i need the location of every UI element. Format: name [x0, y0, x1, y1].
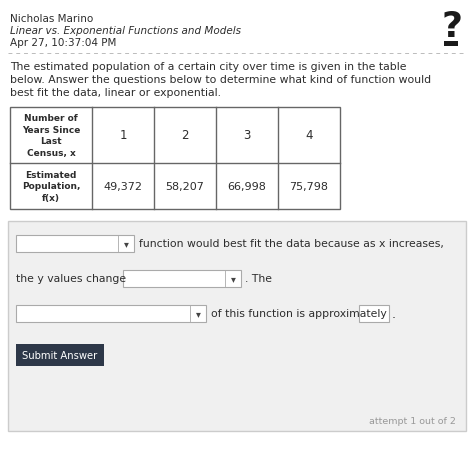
Text: . The: . The [245, 274, 272, 284]
Bar [16, 344, 104, 366]
Text: function would best fit the data because as x increases,: function would best fit the data because… [139, 239, 444, 249]
Bar [8, 221, 466, 431]
Text: below. Answer the questions below to determine what kind of function would: below. Answer the questions below to det… [10, 75, 431, 85]
Text: Nicholas Marino: Nicholas Marino [10, 14, 93, 24]
Text: 4: 4 [305, 129, 313, 142]
Text: attempt 1 out of 2: attempt 1 out of 2 [369, 417, 456, 425]
Text: 1: 1 [119, 129, 127, 142]
Text: Number of
Years Since
Last
Census, x: Number of Years Since Last Census, x [22, 113, 80, 158]
Text: ?: ? [441, 10, 463, 44]
Text: Submit Answer: Submit Answer [22, 350, 98, 360]
Text: of this function is approximately: of this function is approximately [211, 309, 387, 319]
Text: 3: 3 [243, 129, 251, 142]
Text: Apr 27, 10:37:04 PM: Apr 27, 10:37:04 PM [10, 38, 117, 48]
Bar [16, 305, 206, 322]
Text: .: . [392, 307, 396, 320]
Text: ▾: ▾ [230, 274, 236, 284]
Bar [359, 305, 389, 322]
Text: Linear vs. Exponential Functions and Models: Linear vs. Exponential Functions and Mod… [10, 26, 241, 36]
Bar [444, 42, 458, 47]
Text: 75,798: 75,798 [290, 181, 328, 192]
Bar [123, 270, 241, 288]
Text: The estimated population of a certain city over time is given in the table: The estimated population of a certain ci… [10, 62, 407, 72]
Text: 58,207: 58,207 [165, 181, 204, 192]
Text: 66,998: 66,998 [228, 181, 266, 192]
Bar [10, 108, 340, 210]
Text: best fit the data, linear or exponential.: best fit the data, linear or exponential… [10, 88, 221, 98]
Bar [16, 236, 134, 252]
Text: ▾: ▾ [124, 239, 128, 249]
Text: Estimated
Population,
f(x): Estimated Population, f(x) [22, 170, 80, 203]
Text: 49,372: 49,372 [103, 181, 143, 192]
Text: ▾: ▾ [196, 309, 201, 319]
Text: 2: 2 [181, 129, 189, 142]
Text: the y values change: the y values change [16, 274, 126, 284]
